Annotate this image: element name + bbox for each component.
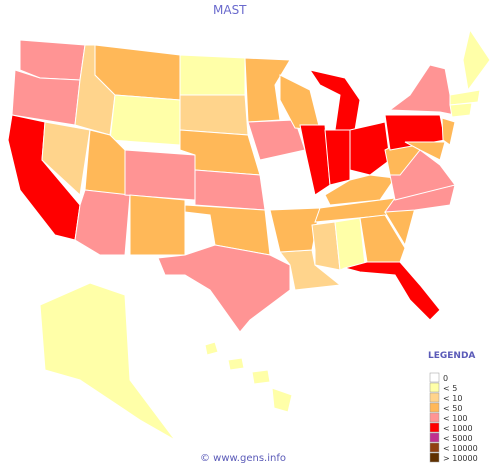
map-title: MAST xyxy=(213,3,247,17)
region xyxy=(41,121,91,197)
region xyxy=(157,244,291,333)
region xyxy=(39,282,176,441)
legend-swatch xyxy=(429,382,440,393)
region xyxy=(388,64,456,116)
region xyxy=(324,129,351,186)
legend-label: > 10000 xyxy=(443,454,478,463)
region xyxy=(359,214,406,263)
legend-label: < 10 xyxy=(443,394,462,403)
region xyxy=(271,387,293,413)
region xyxy=(179,54,246,96)
region xyxy=(179,94,249,136)
legend-label: < 1000 xyxy=(443,424,473,433)
legend-label: < 5 xyxy=(443,384,457,393)
region xyxy=(441,117,456,146)
legend-label: < 50 xyxy=(443,404,462,413)
footer: © www.gens.info xyxy=(200,453,286,464)
region xyxy=(227,357,245,371)
legend-swatch xyxy=(429,412,440,423)
legend-label: < 5000 xyxy=(443,434,473,443)
legend-title: LEGENDA xyxy=(428,351,475,361)
region xyxy=(251,369,271,385)
legend-label: < 100 xyxy=(443,414,468,423)
region xyxy=(349,121,391,176)
region xyxy=(109,94,181,146)
region xyxy=(462,28,491,92)
region xyxy=(204,341,219,356)
region xyxy=(449,89,481,106)
region xyxy=(449,102,473,118)
legend-swatch xyxy=(429,432,440,443)
legend-swatch xyxy=(429,372,440,383)
legend-label: 0 xyxy=(443,374,448,383)
region xyxy=(334,217,366,271)
legend-label: < 10000 xyxy=(443,444,478,453)
region xyxy=(194,169,266,211)
region xyxy=(124,149,196,201)
region xyxy=(129,194,186,256)
region xyxy=(244,57,291,123)
region xyxy=(299,124,331,196)
region xyxy=(343,261,441,321)
legend-swatch xyxy=(429,392,440,403)
region xyxy=(311,221,341,271)
region xyxy=(74,189,131,256)
region xyxy=(19,39,86,81)
legend-swatch xyxy=(429,452,440,463)
legend-swatch xyxy=(429,402,440,413)
legend-swatch xyxy=(429,422,440,433)
region xyxy=(269,207,321,253)
legend-swatch xyxy=(429,442,440,453)
region xyxy=(404,141,446,161)
